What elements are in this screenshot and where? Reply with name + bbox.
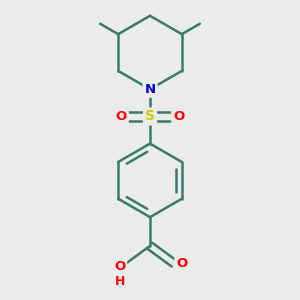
Text: S: S bbox=[145, 110, 155, 123]
Text: O: O bbox=[173, 110, 184, 123]
Text: H: H bbox=[115, 274, 125, 287]
Text: O: O bbox=[114, 260, 125, 273]
Text: N: N bbox=[144, 83, 156, 96]
Text: O: O bbox=[176, 257, 188, 270]
Text: O: O bbox=[116, 110, 127, 123]
